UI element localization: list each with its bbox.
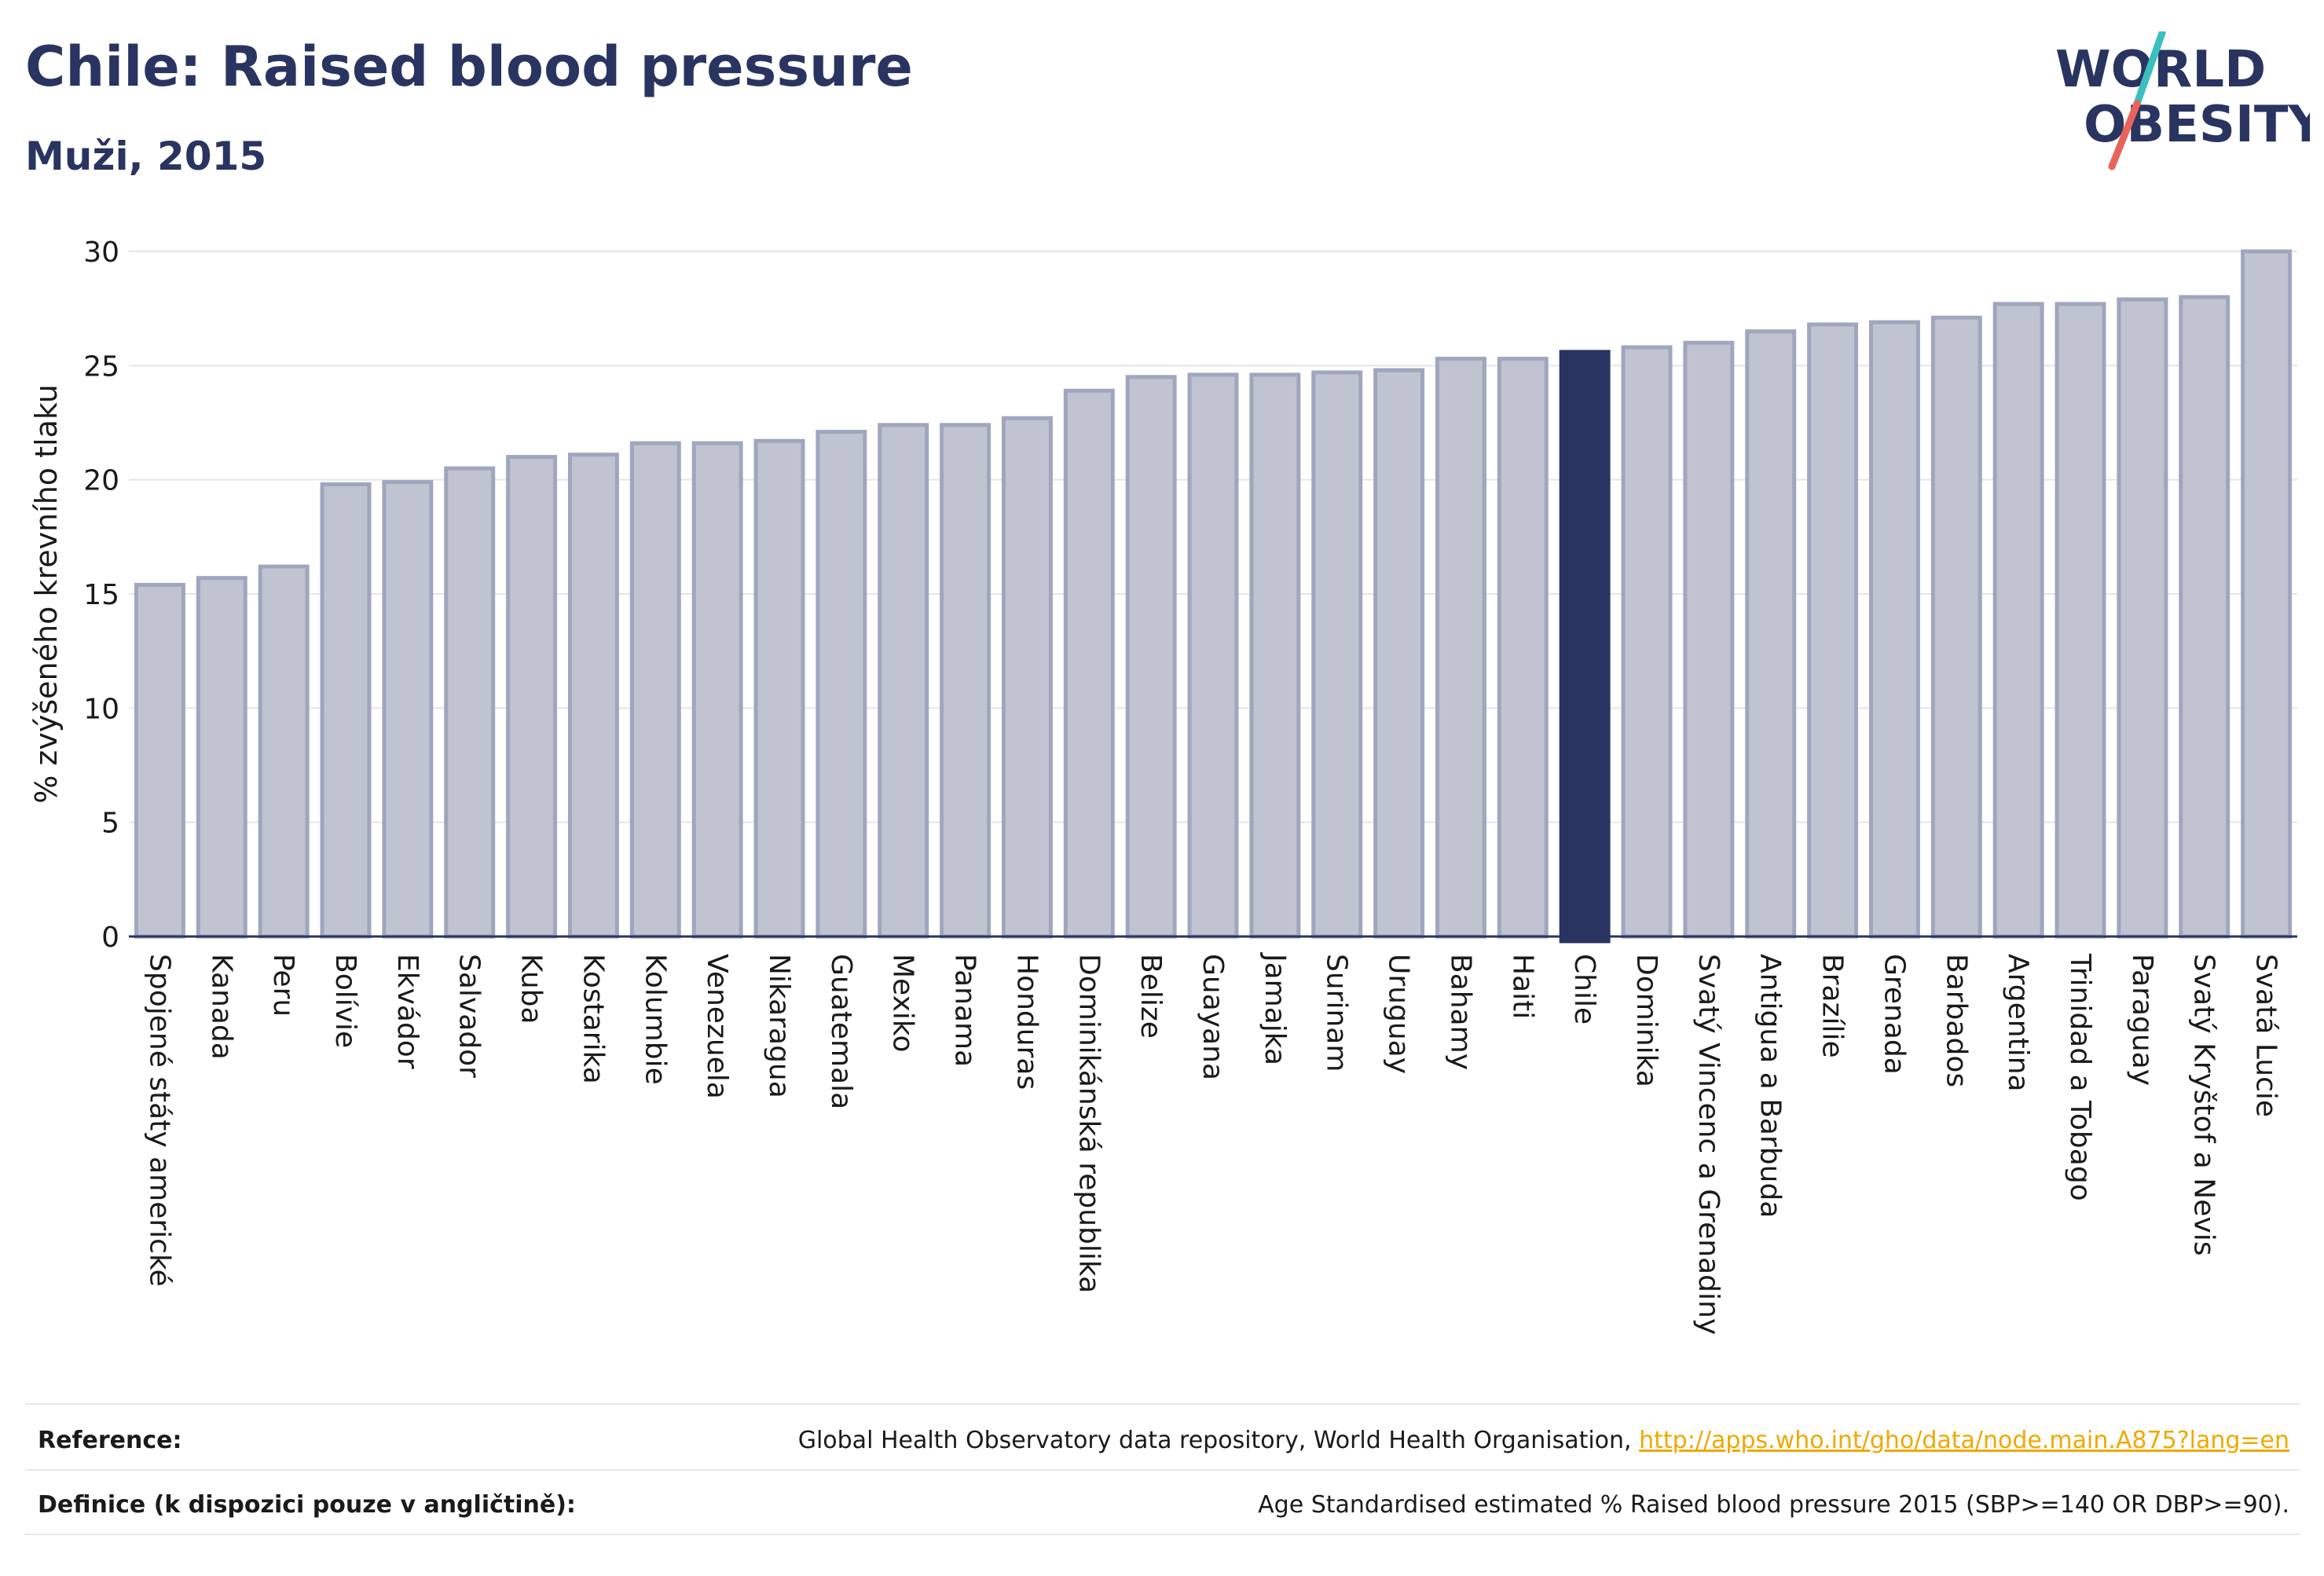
- bar: [1311, 370, 1363, 939]
- y-tick-label: 20: [83, 465, 119, 497]
- x-tick-label: Brazílie: [1816, 954, 1849, 1058]
- bar: [1125, 375, 1177, 939]
- x-tick-label: Trinidad a Tobago: [2064, 953, 2096, 1201]
- x-tick-label: Kanada: [205, 954, 237, 1060]
- bar: [320, 482, 372, 939]
- x-tick-label: Dominikánská republika: [1072, 954, 1105, 1293]
- bar: [2117, 297, 2168, 939]
- bar: [753, 438, 805, 939]
- definition-text: Age Standardised estimated % Raised bloo…: [1258, 1491, 2289, 1519]
- bar: [1373, 368, 1425, 939]
- bar: [2241, 249, 2293, 939]
- logo-slash-red: [2108, 100, 2141, 170]
- reference-text-group: Global Health Observatory data repositor…: [798, 1427, 2289, 1454]
- bar: [878, 423, 929, 939]
- bar: [1745, 329, 1797, 939]
- x-tick-label: Svatý Kryštof a Nevis: [2188, 954, 2220, 1255]
- bar: [629, 441, 681, 939]
- x-tick-label: Kostarika: [577, 954, 609, 1084]
- bar: [1001, 416, 1053, 939]
- x-tick-label: Guayana: [1197, 954, 1229, 1080]
- bar: [1435, 357, 1486, 939]
- bar: [567, 453, 619, 939]
- logo-slash-teal: [2133, 31, 2166, 108]
- bar: [1621, 345, 1673, 939]
- tick-labels: 0 5 10 15 20 25 30 Spojené státy americké Kanada…: [83, 236, 2282, 1335]
- definition-label: Definice (k dispozici pouze v angličtině…: [38, 1491, 576, 1519]
- x-tick-label: Nikaragua: [763, 954, 795, 1098]
- x-tick-label: Surinam: [1321, 954, 1353, 1072]
- bar: [1497, 357, 1549, 939]
- bar: [2179, 295, 2231, 939]
- y-axis-label: % zvýšeného krevního tlaku: [29, 384, 64, 804]
- x-tick-label: Belize: [1135, 954, 1167, 1039]
- bar: [196, 576, 247, 939]
- x-tick-label: Kuba: [515, 954, 548, 1024]
- x-tick-label: Guatemala: [825, 954, 857, 1109]
- y-tick-label: 15: [83, 579, 119, 611]
- x-tick-label: Peru: [267, 954, 299, 1017]
- footer-divider-top: [25, 1403, 2300, 1405]
- footer-divider-middle: [25, 1469, 2300, 1471]
- bar: [1930, 315, 1982, 939]
- x-tick-label: Panama: [949, 954, 981, 1067]
- x-tick-label: Mexiko: [887, 954, 919, 1052]
- y-tick-label: 30: [83, 236, 119, 269]
- x-tick-label: Venezuela: [701, 954, 733, 1099]
- x-tick-label: Salvador: [453, 954, 486, 1078]
- bar-highlight: [1559, 350, 1611, 944]
- bar: [382, 480, 434, 939]
- x-tick-label: Antigua a Barbuda: [1754, 954, 1787, 1218]
- x-tick-label: Kolumbie: [639, 954, 671, 1085]
- logo-line-1: WORLD: [2055, 41, 2266, 99]
- bar: [1249, 372, 1301, 939]
- x-tick-label: Ekvádor: [391, 954, 423, 1069]
- bars: [134, 249, 2293, 944]
- reference-text: Global Health Observatory data repositor…: [797, 1427, 1632, 1454]
- bar: [1063, 388, 1115, 939]
- x-tick-label: Svatá Lucie: [2250, 954, 2282, 1117]
- bar: [1868, 320, 1920, 939]
- x-tick-label: Jamajka: [1259, 952, 1291, 1065]
- x-tick-label: Uruguay: [1383, 954, 1415, 1074]
- y-tick-label: 25: [83, 350, 119, 383]
- y-tick-label: 10: [83, 693, 119, 725]
- bar: [134, 582, 185, 939]
- chart-subtitle: Muži, 2015: [25, 134, 267, 179]
- x-tick-label: Bolívie: [329, 954, 361, 1048]
- reference-link[interactable]: http://apps.who.int/gho/data/node.main.A…: [1639, 1427, 2289, 1454]
- y-tick-label: 0: [101, 922, 119, 954]
- x-tick-label: Dominika: [1630, 954, 1662, 1087]
- world-obesity-logo: WORLD OBESITY: [2055, 31, 2310, 170]
- bar: [691, 441, 743, 939]
- bar: [1992, 302, 2044, 939]
- bar: [1807, 322, 1859, 939]
- x-tick-label: Haiti: [1506, 954, 1538, 1019]
- x-tick-label: Barbados: [1940, 954, 1972, 1087]
- bar: [444, 466, 496, 939]
- bar-chart: 0 5 10 15 20 25 30 Spojené státy americké Kanada…: [29, 236, 2297, 1335]
- y-tick-label: 5: [101, 808, 119, 840]
- x-tick-label: Svatý Vincenc a Grenadiny: [1692, 954, 1725, 1335]
- x-tick-label: Spojené státy americké: [143, 954, 175, 1287]
- x-tick-label: Grenada: [1878, 954, 1910, 1075]
- bar: [1187, 372, 1239, 939]
- x-tick-label: Honduras: [1010, 954, 1043, 1090]
- x-tick-label: Paraguay: [2126, 954, 2158, 1086]
- bar: [258, 564, 310, 939]
- chart-title: Chile: Raised blood pressure: [25, 35, 913, 99]
- bar: [816, 430, 867, 939]
- x-tick-label: Bahamy: [1444, 954, 1476, 1070]
- reference-label: Reference:: [38, 1427, 182, 1454]
- bar: [940, 423, 992, 939]
- bar: [1683, 340, 1735, 939]
- bar: [2055, 302, 2106, 939]
- x-tick-label: Argentina: [2002, 954, 2034, 1092]
- footer-divider-bottom: [25, 1534, 2300, 1535]
- bar: [506, 455, 558, 939]
- x-tick-label: Chile: [1568, 954, 1600, 1024]
